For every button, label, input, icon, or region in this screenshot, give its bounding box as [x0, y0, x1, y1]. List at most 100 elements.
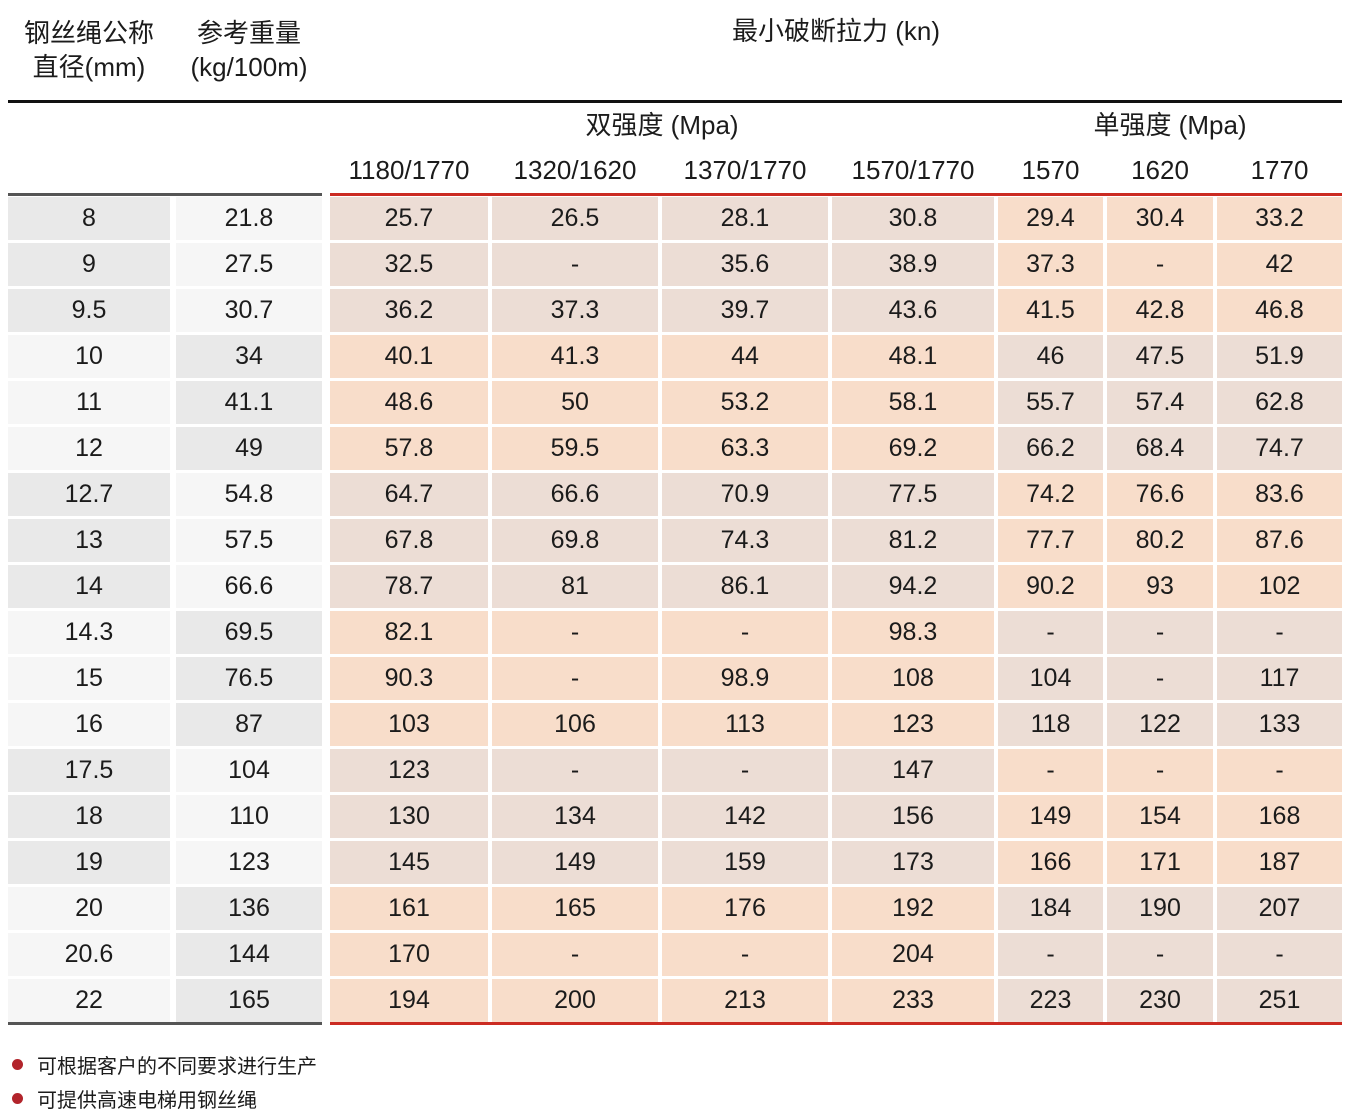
dual-strength-cell: 38.9	[832, 243, 994, 286]
dual-strength-cell: 32.5	[330, 243, 488, 286]
single-strength-cell: 166	[998, 841, 1103, 884]
diameter-cell: 13	[8, 519, 170, 562]
dual-strength-cell: -	[492, 657, 658, 700]
single-strength-cell: 90.2	[998, 565, 1103, 608]
single-strength-cell: -	[1107, 657, 1213, 700]
dual-strength-cell: 161	[330, 887, 488, 930]
dual-strength-cell: 59.5	[492, 427, 658, 470]
weight-cell: 123	[176, 841, 322, 884]
dual-strength-cell: 192	[832, 887, 994, 930]
single-strength-cell: -	[998, 933, 1103, 976]
dual-strength-cell: 26.5	[492, 197, 658, 240]
dual-strength-cell: 48.1	[832, 335, 994, 378]
weight-cell: 21.8	[176, 197, 322, 240]
single-strength-cell: 33.2	[1217, 197, 1342, 240]
diameter-cell: 12.7	[8, 473, 170, 516]
column-header-1320-1620: 1320/1620	[513, 155, 637, 185]
single-strength-cell: 207	[1217, 887, 1342, 930]
single-strength-cell: -	[1217, 611, 1342, 654]
weight-cell: 87	[176, 703, 322, 746]
single-strength-cell: 133	[1217, 703, 1342, 746]
single-strength-cell: 37.3	[998, 243, 1103, 286]
bullet-icon	[12, 1058, 23, 1070]
dual-strength-cell: 90.3	[330, 657, 488, 700]
weight-cell: 165	[176, 979, 322, 1022]
single-strength-cell: 187	[1217, 841, 1342, 884]
single-strength-cell: 230	[1107, 979, 1213, 1022]
dual-strength-cell: 63.3	[662, 427, 828, 470]
weight-cell: 76.5	[176, 657, 322, 700]
diameter-column-header: 钢丝绳公称 直径(mm)	[8, 0, 170, 100]
dual-strength-cell: 134	[492, 795, 658, 838]
dual-strength-cell: 69.8	[492, 519, 658, 562]
dual-strength-cell: 64.7	[330, 473, 488, 516]
single-strength-cell: 93	[1107, 565, 1213, 608]
single-strength-cell: 77.7	[998, 519, 1103, 562]
data-columns-top-rule	[330, 193, 1342, 196]
dual-strength-cell: 53.2	[662, 381, 828, 424]
note-text: 可提供高速电梯用钢丝绳	[37, 1089, 257, 1112]
diameter-cell: 16	[8, 703, 170, 746]
diameter-cell: 20	[8, 887, 170, 930]
dual-strength-cell: 149	[492, 841, 658, 884]
single-strength-cell: 42	[1217, 243, 1342, 286]
single-strength-cell: 223	[998, 979, 1103, 1022]
column-header-1770: 1770	[1250, 155, 1309, 185]
dual-strength-cell: 165	[492, 887, 658, 930]
single-strength-cell: 57.4	[1107, 381, 1213, 424]
weight-cell: 49	[176, 427, 322, 470]
dual-strength-cell: -	[662, 749, 828, 792]
single-strength-cell: -	[1107, 611, 1213, 654]
diameter-cell: 20.6	[8, 933, 170, 976]
single-strength-cell: 118	[998, 703, 1103, 746]
data-columns-bottom-rule	[330, 1022, 1342, 1025]
dual-strength-cell: 113	[662, 703, 828, 746]
diameter-cell: 19	[8, 841, 170, 884]
single-strength-group-header: 单强度 (Mpa)	[1093, 110, 1247, 140]
dual-strength-cell: 41.3	[492, 335, 658, 378]
weight-cell: 66.6	[176, 565, 322, 608]
dual-strength-cell: 48.6	[330, 381, 488, 424]
weight-column-header: 参考重量 (kg/100m)	[176, 0, 322, 100]
diameter-cell: 9	[8, 243, 170, 286]
dual-strength-cell: 35.6	[662, 243, 828, 286]
single-strength-cell: 190	[1107, 887, 1213, 930]
single-strength-cell: 122	[1107, 703, 1213, 746]
dual-strength-cell: 37.3	[492, 289, 658, 332]
dual-strength-cell: -	[662, 933, 828, 976]
dual-strength-cell: 123	[832, 703, 994, 746]
footnotes: 可根据客户的不同要求进行生产 可提供高速电梯用钢丝绳	[12, 1047, 1346, 1115]
dual-strength-cell: 50	[492, 381, 658, 424]
single-strength-cell: 42.8	[1107, 289, 1213, 332]
column-header-1570-1770: 1570/1770	[851, 155, 975, 185]
single-strength-cell: 104	[998, 657, 1103, 700]
weight-cell: 144	[176, 933, 322, 976]
single-strength-cell: -	[1217, 933, 1342, 976]
dual-strength-cell: 145	[330, 841, 488, 884]
dual-strength-cell: 103	[330, 703, 488, 746]
dual-strength-cell: 81	[492, 565, 658, 608]
column-header-1370-1770: 1370/1770	[683, 155, 807, 185]
weight-cell: 41.1	[176, 381, 322, 424]
single-strength-cell: 46	[998, 335, 1103, 378]
weight-cell: 30.7	[176, 289, 322, 332]
diameter-cell: 18	[8, 795, 170, 838]
column-header-1620: 1620	[1131, 155, 1189, 185]
weight-cell: 69.5	[176, 611, 322, 654]
weight-cell: 57.5	[176, 519, 322, 562]
diameter-cell: 8	[8, 197, 170, 240]
single-strength-cell: 41.5	[998, 289, 1103, 332]
dual-strength-cell: 142	[662, 795, 828, 838]
diameter-cell: 17.5	[8, 749, 170, 792]
breaking-force-title: 最小破断拉力 (kn)	[731, 16, 940, 46]
dual-strength-cell: 44	[662, 335, 828, 378]
dual-strength-cell: 77.5	[832, 473, 994, 516]
dual-strength-cell: -	[492, 243, 658, 286]
dual-strength-cell: -	[492, 611, 658, 654]
left-columns-top-rule	[8, 193, 322, 196]
single-strength-cell: -	[998, 749, 1103, 792]
table-body: 8 21.8 25.7 26.5 28.1 30.8 29.4 30.4 33.2 9 27.5 32…	[8, 197, 1342, 1022]
dual-strength-cell: 40.1	[330, 335, 488, 378]
column-header-1570: 1570	[1021, 155, 1080, 185]
weight-cell: 54.8	[176, 473, 322, 516]
